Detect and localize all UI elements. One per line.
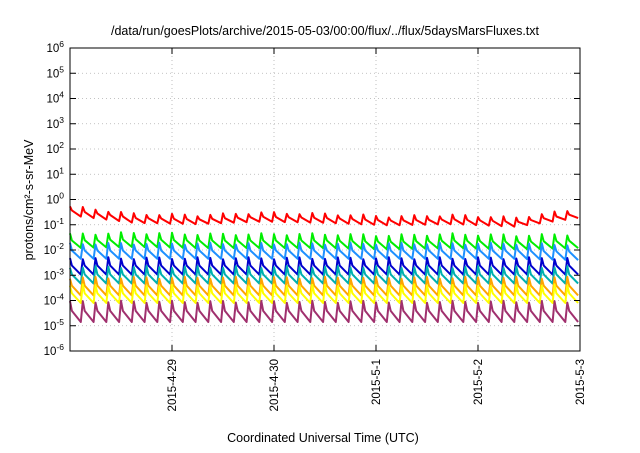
- series-line: [69, 231, 579, 251]
- series-line: [69, 241, 579, 261]
- y-tick-label: 10-3: [44, 266, 65, 282]
- grid: [70, 48, 580, 351]
- y-tick-label: 101: [46, 165, 64, 181]
- y-tick-label: 100: [46, 191, 64, 207]
- x-tick-label: 2015-5-3: [575, 359, 587, 405]
- series-line: [69, 299, 579, 323]
- y-tick-label: 105: [46, 64, 64, 80]
- x-tick-label: 2015-4-29: [167, 359, 179, 411]
- series-line: [69, 283, 579, 304]
- y-tick-label: 103: [46, 115, 64, 131]
- y-tick-label: 102: [46, 140, 64, 156]
- x-tick-label: 2015-5-2: [473, 359, 485, 405]
- x-tick-label: 2015-4-30: [269, 359, 281, 411]
- axes: 10-6 10-5 10-4 10-3 10-2 10-1 100 101 102 103 104 1…: [44, 39, 587, 411]
- y-tick-label: 10-5: [44, 317, 65, 333]
- chart-title: /data/run/goesPlots/archive/2015-05-03/0…: [111, 24, 540, 38]
- y-tick-label: 10-1: [44, 216, 65, 232]
- y-tick-label: 10-6: [44, 342, 65, 358]
- x-axis-label: Coordinated Universal Time (UTC): [227, 431, 419, 445]
- y-axis-label: protons/cm²-s-sr-MeV: [22, 139, 36, 261]
- series-line: [69, 265, 579, 285]
- plot-frame: [69, 47, 581, 352]
- series-line: [69, 205, 579, 228]
- y-tick-label: 104: [46, 90, 64, 106]
- y-tick-label: 10-4: [44, 292, 65, 308]
- series-group: [69, 205, 579, 323]
- y-tick-label: 106: [46, 39, 64, 55]
- x-tick-label: 2015-5-1: [371, 359, 383, 405]
- y-tick-label: 10-2: [44, 241, 65, 257]
